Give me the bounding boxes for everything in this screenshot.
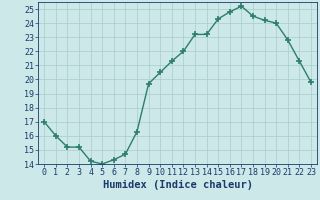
X-axis label: Humidex (Indice chaleur): Humidex (Indice chaleur) — [103, 180, 252, 190]
